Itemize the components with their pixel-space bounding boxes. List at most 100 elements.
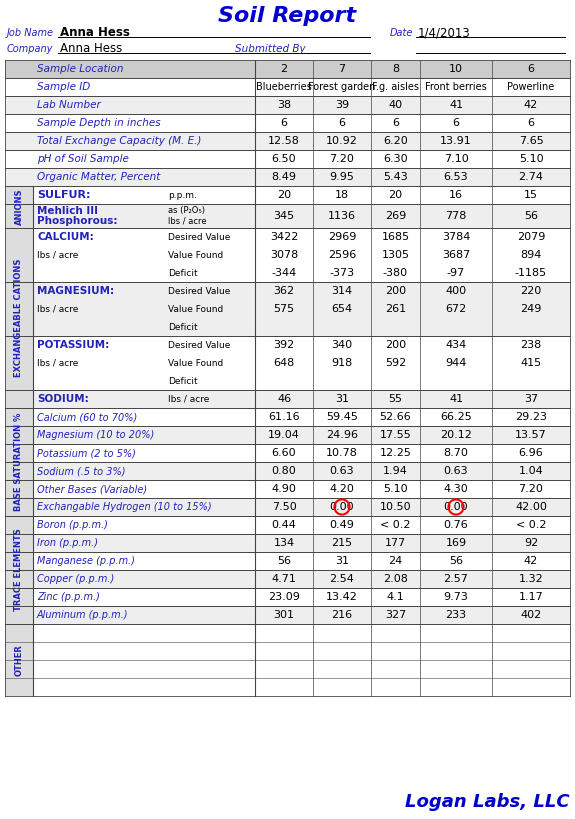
- Bar: [5, 408, 570, 426]
- Bar: [5, 228, 33, 408]
- Text: 2969: 2969: [328, 232, 356, 242]
- Text: Copper (p.p.m.): Copper (p.p.m.): [37, 574, 114, 584]
- Bar: [5, 444, 570, 462]
- Text: < 0.2: < 0.2: [380, 520, 411, 530]
- Text: 18: 18: [335, 190, 349, 200]
- Text: 39: 39: [335, 100, 349, 110]
- Bar: [5, 336, 570, 390]
- Bar: [5, 186, 33, 228]
- Text: Anna Hess: Anna Hess: [60, 26, 130, 39]
- Text: 7.65: 7.65: [519, 136, 543, 146]
- Text: 46: 46: [277, 394, 291, 404]
- Text: 2.08: 2.08: [383, 574, 408, 584]
- Bar: [5, 624, 570, 696]
- Text: Company: Company: [7, 44, 53, 54]
- Text: 7.20: 7.20: [519, 484, 543, 494]
- Text: < 0.2: < 0.2: [516, 520, 546, 530]
- Text: Value Found: Value Found: [168, 359, 223, 368]
- Bar: [5, 228, 570, 282]
- Text: 38: 38: [277, 100, 291, 110]
- Text: pH of Soil Sample: pH of Soil Sample: [37, 154, 129, 164]
- Text: 894: 894: [520, 250, 542, 260]
- Text: 0.80: 0.80: [271, 466, 296, 476]
- Text: Desired Value: Desired Value: [168, 233, 231, 242]
- Text: 249: 249: [520, 304, 542, 314]
- Text: 13.57: 13.57: [515, 430, 547, 440]
- Text: Calcium (60 to 70%): Calcium (60 to 70%): [37, 412, 137, 422]
- Text: 1305: 1305: [381, 250, 409, 260]
- Text: 13.91: 13.91: [440, 136, 472, 146]
- Text: 6: 6: [281, 118, 288, 128]
- Text: 37: 37: [524, 394, 538, 404]
- Text: 20: 20: [389, 190, 402, 200]
- Text: 362: 362: [274, 286, 294, 296]
- Text: 392: 392: [273, 340, 294, 350]
- Bar: [5, 132, 570, 150]
- Text: 12.58: 12.58: [268, 136, 300, 146]
- Bar: [5, 570, 570, 588]
- Text: Sample ID: Sample ID: [37, 82, 90, 92]
- Text: 9.95: 9.95: [329, 172, 354, 182]
- Text: Deficit: Deficit: [168, 377, 198, 386]
- Text: 301: 301: [274, 610, 294, 620]
- Text: 2079: 2079: [517, 232, 545, 242]
- Text: lbs / acre: lbs / acre: [37, 305, 78, 314]
- Text: Sample Depth in inches: Sample Depth in inches: [37, 118, 160, 128]
- Bar: [5, 78, 570, 96]
- Text: 6.96: 6.96: [519, 448, 543, 458]
- Text: 345: 345: [274, 211, 294, 221]
- Text: OTHER: OTHER: [14, 644, 24, 676]
- Text: 6.20: 6.20: [383, 136, 408, 146]
- Text: 1.04: 1.04: [519, 466, 543, 476]
- Text: Desired Value: Desired Value: [168, 341, 231, 350]
- Text: 29.23: 29.23: [515, 412, 547, 422]
- Bar: [5, 588, 570, 606]
- Text: 918: 918: [331, 358, 352, 368]
- Text: 42: 42: [524, 556, 538, 566]
- Text: 3078: 3078: [270, 250, 298, 260]
- Text: 6: 6: [392, 118, 399, 128]
- Text: 0.63: 0.63: [329, 466, 354, 476]
- Text: 31: 31: [335, 394, 349, 404]
- Text: 2.57: 2.57: [443, 574, 469, 584]
- Bar: [5, 462, 570, 480]
- Text: 415: 415: [520, 358, 542, 368]
- Bar: [5, 390, 570, 408]
- Bar: [5, 480, 570, 498]
- Text: 0.00: 0.00: [444, 502, 468, 512]
- Text: 0.63: 0.63: [444, 466, 468, 476]
- Text: 200: 200: [385, 340, 406, 350]
- Text: 2: 2: [281, 64, 288, 74]
- Text: 4.20: 4.20: [329, 484, 354, 494]
- Text: 4.90: 4.90: [271, 484, 297, 494]
- Text: 13.42: 13.42: [326, 592, 358, 602]
- Text: 1685: 1685: [381, 232, 409, 242]
- Text: lbs / acre: lbs / acre: [168, 216, 206, 225]
- Text: 648: 648: [273, 358, 294, 368]
- Text: 4.1: 4.1: [386, 592, 404, 602]
- Text: 56: 56: [277, 556, 291, 566]
- Text: lbs / acre: lbs / acre: [168, 395, 209, 404]
- Text: 215: 215: [331, 538, 352, 548]
- Text: 52.66: 52.66: [380, 412, 411, 422]
- Text: -380: -380: [383, 268, 408, 278]
- Text: Job Name: Job Name: [7, 28, 54, 38]
- Text: -344: -344: [271, 268, 297, 278]
- Text: lbs / acre: lbs / acre: [37, 251, 78, 260]
- Text: Value Found: Value Found: [168, 305, 223, 314]
- Text: Deficit: Deficit: [168, 269, 198, 278]
- Text: 0.00: 0.00: [329, 502, 354, 512]
- Text: 42.00: 42.00: [515, 502, 547, 512]
- Text: ANIONS: ANIONS: [14, 188, 24, 225]
- Text: 15: 15: [524, 190, 538, 200]
- Text: 12.25: 12.25: [380, 448, 412, 458]
- Text: 4.71: 4.71: [271, 574, 297, 584]
- Text: 0.44: 0.44: [271, 520, 297, 530]
- Text: Forest garden: Forest garden: [308, 82, 375, 92]
- Bar: [5, 516, 33, 624]
- Text: Front berries: Front berries: [425, 82, 487, 92]
- Text: 3422: 3422: [270, 232, 298, 242]
- Bar: [5, 426, 570, 444]
- Bar: [5, 204, 570, 228]
- Text: 2.74: 2.74: [519, 172, 543, 182]
